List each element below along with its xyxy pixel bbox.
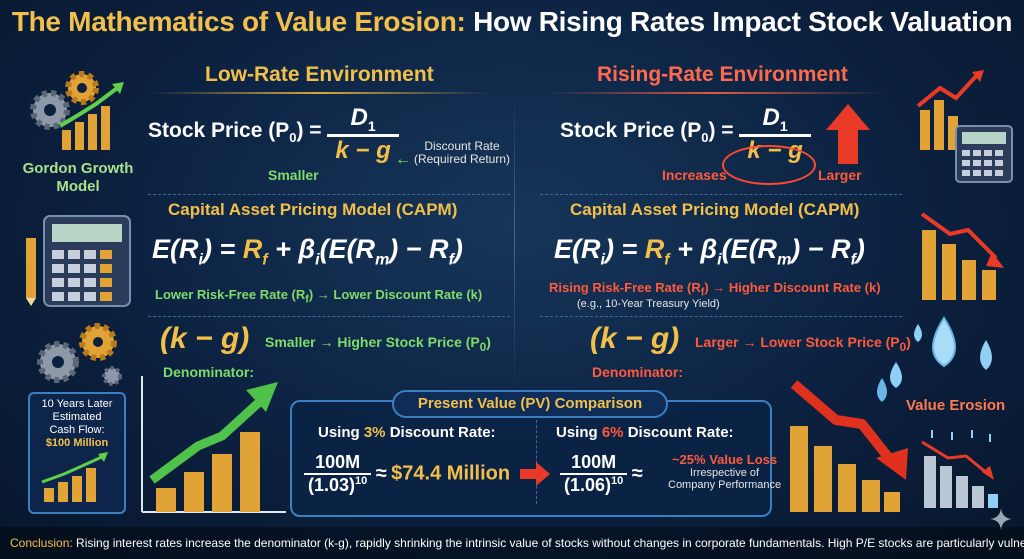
pv-left-fraction: 100M (1.03)10 <box>304 452 372 496</box>
pv-comparison-box <box>290 400 772 517</box>
left-gordon-fraction: D1 k − g <box>327 104 399 165</box>
right-gordon-lhs: Stock Price (P <box>560 119 702 143</box>
left-capm-equation: E(Ri) = Rf + βi(E(Rm) − Rf) <box>152 234 463 269</box>
gears-growth-icon <box>30 71 124 150</box>
pv-comparison-title: Present Value (PV) Comparison <box>392 390 668 418</box>
right-separator-2 <box>540 316 902 317</box>
left-gordon-lhs: Stock Price (P <box>148 119 290 143</box>
left-discount-arrow: ← <box>395 151 411 168</box>
water-drops-icon <box>877 316 992 402</box>
pv-loss-block: ~25% Value Loss Irrespective of Company … <box>668 452 782 491</box>
left-gordon-equation: Stock Price (P0) = D1 k − g <box>148 104 399 165</box>
right-kg-term: (k − g) <box>590 322 680 355</box>
right-capm-header: Capital Asset Pricing Model (CAPM) <box>570 200 860 219</box>
left-smaller-label: Smaller <box>268 167 319 183</box>
left-capm-note: Lower Risk-Free Rate (Rf) → Lower Discou… <box>155 287 483 306</box>
declining-chart-icon <box>920 212 1004 300</box>
value-erosion-chart-icon <box>790 380 908 512</box>
right-capm-sub-note: (e.g., 10-Year Treasury Yield) <box>577 298 720 310</box>
center-divider <box>514 88 515 388</box>
left-denominator-label: Denominator: <box>163 364 254 380</box>
page-title: The Mathematics of Value Erosion: How Ri… <box>0 6 1024 38</box>
pv-right-fraction: 100M (1.06)10 <box>560 452 628 496</box>
cash-flow-box: 10 Years Later Estimated Cash Flow: $100… <box>28 392 126 514</box>
pv-right-label: Using 6% Discount Rate: <box>556 424 734 441</box>
conclusion-text: Rising interest rates increase the denom… <box>72 536 1024 550</box>
conclusion-bar: Conclusion: Rising interest rates increa… <box>0 527 1024 559</box>
growth-chart-icon <box>141 376 286 513</box>
low-rate-header: Low-Rate Environment <box>205 63 434 86</box>
left-separator-1 <box>148 194 510 195</box>
pv-right-arrow-icon <box>520 462 550 486</box>
gears-icon <box>37 323 122 386</box>
value-erosion-label: Value Erosion <box>906 397 1006 414</box>
pv-loss-label: ~25% Value Loss <box>671 452 778 467</box>
right-rf-term: Rf <box>644 234 670 269</box>
up-arrow-icon <box>826 104 870 164</box>
cash-flow-text: 10 Years Later Estimated Cash Flow: $100… <box>41 398 113 449</box>
right-denominator-label: Denominator: <box>592 364 683 380</box>
left-kg-note: Smaller → Higher Stock Price (P0) <box>265 334 491 354</box>
title-part-1: The Mathematics of Value Erosion: <box>11 6 466 37</box>
left-discount-label: Discount Rate (Required Return) <box>413 139 511 166</box>
calculator-pencil-icon <box>26 215 131 307</box>
title-part-2: How Rising Rates Impact Stock Valuation <box>473 6 1013 37</box>
rising-rate-underline <box>545 92 885 94</box>
small-declining-chart-icon <box>921 430 998 508</box>
pv-left-result: $74.4 Million <box>391 462 511 485</box>
sparkle-icon <box>990 508 1012 530</box>
denominator-highlight-oval <box>722 145 816 185</box>
right-separator-1 <box>540 194 902 195</box>
right-increases-label: Increases <box>662 167 727 183</box>
left-separator-2 <box>148 316 510 317</box>
right-capm-equation: E(Ri) = Rf + βi(E(Rm) − Rf) <box>554 234 865 269</box>
rising-rate-header: Rising-Rate Environment <box>597 63 848 86</box>
pv-right-formula: 100M (1.06)10 ≈ <box>560 452 643 496</box>
pv-left-label: Using 3% Discount Rate: <box>318 424 496 441</box>
left-kg-term: (k − g) <box>160 322 250 355</box>
right-kg-note: Larger → Lower Stock Price (P0) <box>695 334 911 354</box>
right-capm-note: Rising Risk-Free Rate (Rf) → Higher Disc… <box>549 280 881 299</box>
conclusion-label: Conclusion: <box>10 536 73 550</box>
right-larger-label: Larger <box>818 167 862 183</box>
cash-flow-bars-icon <box>41 452 108 502</box>
left-rf-term: Rf <box>242 234 268 269</box>
gordon-growth-label: Gordon Growth Model <box>22 160 134 195</box>
pv-box-divider <box>536 420 538 504</box>
calculator-chart-icon <box>916 70 1013 183</box>
low-rate-underline <box>150 92 490 94</box>
pv-left-formula: 100M (1.03)10 ≈ $74.4 Million <box>304 452 510 496</box>
left-capm-header: Capital Asset Pricing Model (CAPM) <box>168 200 458 219</box>
left-gordon-denominator: k − g <box>327 133 399 165</box>
